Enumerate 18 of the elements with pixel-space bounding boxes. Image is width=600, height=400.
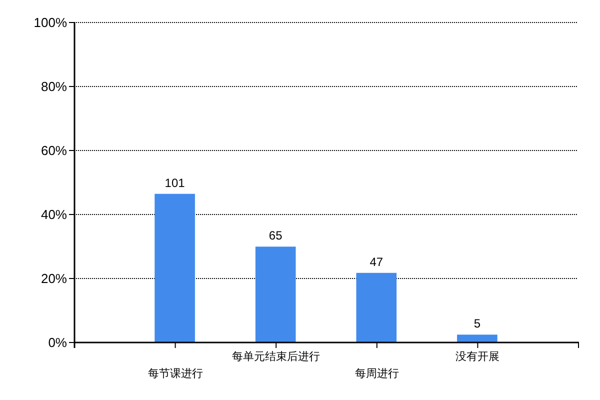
x-tick-label: 每周进行 [354, 367, 399, 380]
annotation: 47 [370, 254, 384, 269]
x-tick-label: 每单元结束后进行 [232, 350, 320, 363]
y-tick-label: 80% [40, 79, 68, 94]
x-tick-label: 每节课进行 [148, 367, 203, 380]
x-tick-label: 没有开展 [456, 351, 500, 363]
y-tick-label: 20% [40, 271, 68, 286]
y-tick-label: 40% [40, 207, 68, 222]
bar [356, 272, 397, 342]
y-tick-label: 0% [48, 335, 68, 350]
bar [457, 334, 498, 342]
y-tick-label: 60% [40, 143, 68, 158]
y-tick-label: 100% [34, 15, 68, 30]
bar [154, 194, 195, 342]
annotation: 5 [474, 316, 481, 331]
annotation: 65 [268, 228, 283, 243]
annotation: 101 [164, 176, 186, 190]
bar [255, 246, 296, 342]
